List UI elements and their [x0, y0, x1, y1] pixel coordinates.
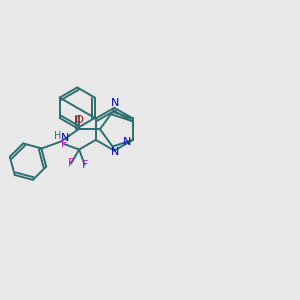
Text: N: N: [111, 98, 120, 108]
Text: N: N: [111, 147, 119, 157]
Text: N: N: [60, 133, 69, 143]
Text: H: H: [54, 131, 61, 141]
Text: N: N: [123, 137, 132, 147]
Text: O: O: [74, 115, 83, 125]
Text: F: F: [81, 160, 88, 170]
Text: F: F: [68, 158, 74, 168]
Text: F: F: [61, 139, 67, 149]
